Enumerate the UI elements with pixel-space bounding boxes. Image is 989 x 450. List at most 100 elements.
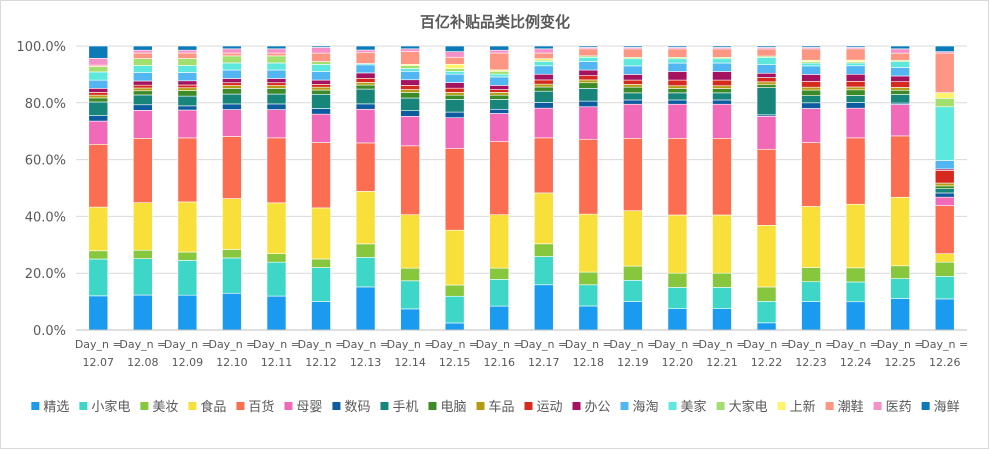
bar-segment (934, 276, 955, 300)
bar-segment (177, 80, 198, 86)
bar-segment (845, 95, 866, 103)
bar-segment (177, 105, 198, 111)
bar-segment (444, 99, 465, 113)
bar-segment (400, 71, 420, 81)
legend-label: 美妆 (152, 400, 178, 415)
bar-segment (667, 99, 688, 105)
bar-segment (400, 115, 420, 147)
bar-segment (533, 256, 554, 286)
bar-segment (934, 261, 955, 277)
bar-segment (133, 258, 153, 296)
x-tick-label: Day_n = 12.17 (520, 338, 567, 369)
bar-segment (266, 109, 287, 139)
bar-segment (177, 294, 198, 331)
bar-stack (623, 45, 643, 331)
bar-segment (489, 94, 510, 100)
bar-segment (667, 138, 688, 216)
legend-label: 潮鞋 (838, 399, 864, 415)
bar-segment (533, 79, 554, 85)
x-tick-label: Day_n = 12.23 (788, 338, 835, 369)
bar-segment (712, 103, 732, 139)
bar-segment (489, 279, 510, 307)
bar-segment (88, 206, 109, 252)
bar-segment (266, 55, 287, 64)
bar-segment (533, 86, 554, 92)
x-tick-label: Day_n = 12.10 (208, 338, 255, 369)
bar-segment (890, 48, 910, 54)
bar-segment (355, 52, 376, 64)
bar-stack (400, 45, 420, 331)
bar-segment (311, 207, 331, 260)
bar-segment (756, 224, 777, 288)
bar-segment (355, 142, 376, 192)
bar-segment (266, 82, 287, 86)
bar-segment (845, 45, 866, 48)
bar-segment (801, 267, 821, 283)
bar-segment (444, 229, 465, 286)
bar-segment (712, 88, 732, 94)
gridlines (76, 45, 967, 274)
bar-segment (133, 58, 153, 66)
bar-segment (222, 48, 242, 54)
bar-segment (222, 52, 242, 57)
x-tick-label: Day_n = 12.16 (476, 338, 523, 369)
legend-swatch (825, 402, 834, 410)
bar-segment (890, 135, 910, 198)
legend-swatch (524, 402, 533, 410)
bar-segment (400, 68, 420, 72)
bar-segment (222, 249, 242, 259)
bar-segment (756, 45, 777, 48)
legend-label: 数码 (344, 400, 370, 415)
bar-segment (756, 81, 777, 86)
bar-segment (133, 94, 153, 106)
bar-segment (801, 142, 821, 207)
bar-segment (311, 45, 331, 48)
bar-segment (266, 93, 287, 105)
bar-stack (266, 45, 287, 331)
bar-segment (623, 58, 643, 67)
legend-label: 海淘 (633, 400, 659, 415)
bar-segment (578, 69, 599, 76)
bar-segment (533, 243, 554, 257)
legend-item: 海鲜 (921, 400, 960, 415)
bar-segment (266, 295, 287, 331)
legend-swatch (188, 402, 197, 410)
bar-segment (355, 257, 376, 288)
legend-swatch (476, 402, 485, 410)
bar-segment (311, 93, 331, 109)
bar-segment (801, 74, 821, 82)
legend-item: 电脑 (428, 400, 466, 415)
bar-segment (311, 84, 331, 88)
bar-segment (623, 84, 643, 88)
bar-segment (533, 102, 554, 109)
bar-segment (444, 94, 465, 100)
legend-label: 上新 (790, 399, 816, 415)
bar-segment (444, 148, 465, 231)
bar-segment (756, 72, 777, 78)
legend-item: 手机 (380, 400, 418, 415)
x-tick-label: Day_n = 12.21 (699, 338, 746, 369)
bar-segment (489, 141, 510, 216)
x-tick-label: Day_n = 12.18 (565, 338, 612, 369)
bar-segment (578, 57, 599, 62)
bar-segment (756, 301, 777, 324)
bar-segment (934, 298, 955, 331)
legend-swatch (428, 402, 437, 410)
bar-segment (311, 267, 331, 302)
bar-segment (667, 88, 688, 94)
bar-segment (444, 117, 465, 149)
bar-segment (489, 76, 510, 86)
bar-segment (578, 82, 599, 89)
bar-segment (934, 205, 955, 255)
bar-segment (845, 107, 866, 139)
x-tick-label: Day_n = 12.22 (743, 338, 790, 369)
bar-segment (355, 243, 376, 258)
bar-stack (311, 45, 331, 331)
bar-segment (400, 85, 420, 90)
x-tick-label: Day_n = 12.11 (253, 338, 300, 369)
bar-segment (623, 210, 643, 267)
bar-segment (266, 253, 287, 263)
bar-segment (222, 62, 242, 71)
bar-segment (801, 62, 821, 67)
bar-segment (400, 97, 420, 111)
